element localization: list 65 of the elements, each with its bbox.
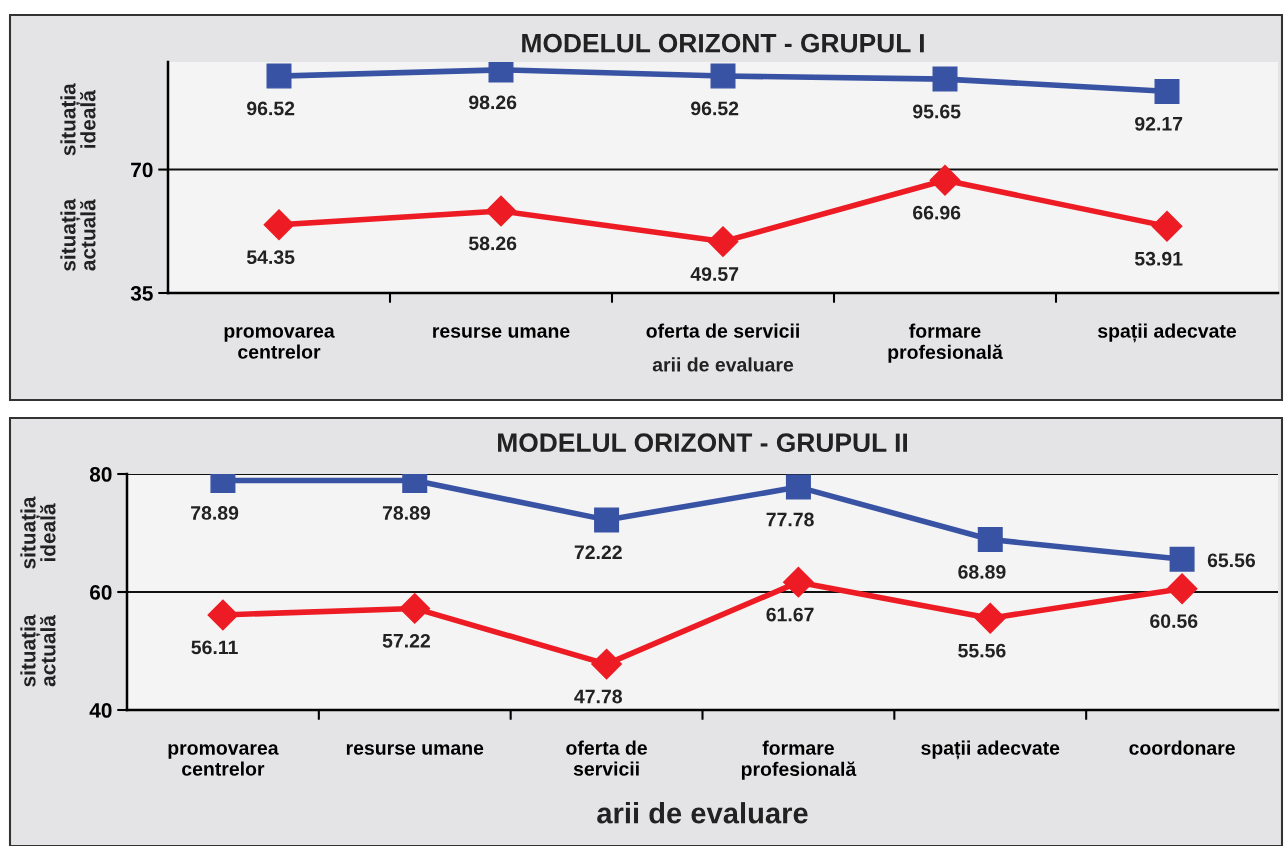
data-label: 78.89 (382, 506, 431, 520)
point (1151, 210, 1183, 242)
point (207, 599, 239, 631)
data-label: 96.52 (691, 101, 739, 116)
point (785, 474, 811, 500)
data-label: 53.91 (1134, 251, 1183, 266)
y-tick-label: 40 (89, 703, 112, 718)
point (1154, 78, 1180, 104)
chart-title: MODELUL ORIZONT - GRUPUL II (498, 433, 907, 453)
data-label: 61.67 (766, 607, 814, 622)
data-label: 60.56 (1150, 614, 1198, 628)
y-tick-label: 60 (90, 585, 112, 600)
point (263, 209, 295, 241)
y-tick-label: 70 (131, 162, 153, 178)
point (974, 602, 1006, 634)
point (591, 648, 623, 680)
data-label: 98.26 (469, 95, 517, 110)
data-label: 77.78 (766, 512, 814, 527)
x-tick-label: promovarea centrelor (224, 327, 335, 359)
data-label: 47.78 (574, 689, 622, 704)
point (399, 592, 431, 624)
data-label: 95.65 (913, 104, 961, 119)
data-label: 66.96 (913, 205, 961, 220)
data-label: 49.57 (690, 267, 739, 281)
point (977, 527, 1003, 553)
x-tick-label: resurse umane (346, 744, 484, 755)
x-tick-label: oferta de servicii (646, 323, 799, 338)
x-axis-title: arii de evaluare (597, 802, 808, 824)
data-label: 54.35 (246, 250, 295, 265)
data-label: 68.89 (958, 565, 1006, 579)
point (932, 66, 958, 92)
point (710, 63, 736, 89)
data-label: 57.22 (382, 633, 430, 648)
point (266, 63, 292, 89)
data-label: 58.26 (468, 236, 517, 251)
y-tick-label: 80 (89, 467, 112, 482)
text: situația actuală (60, 198, 96, 271)
text: situația actuală (20, 614, 56, 687)
point (782, 566, 814, 598)
data-label: 55.56 (958, 643, 1006, 658)
text: situația ideală (20, 496, 56, 569)
x-tick-label: promovarea centrelor (168, 744, 279, 776)
data-label: 72.22 (574, 545, 622, 559)
point (594, 507, 620, 533)
x-tick-label: oferta de servicii (566, 740, 647, 776)
data-label: 65.56 (1207, 553, 1256, 568)
data-label: 78.89 (191, 506, 239, 520)
chart-title: MODELUL ORIZONT - GRUPUL I (522, 33, 924, 53)
point (485, 195, 517, 227)
data-label: 92.17 (1135, 116, 1183, 131)
point (707, 226, 739, 258)
point (1166, 573, 1198, 605)
point (1169, 546, 1195, 572)
x-tick-label: formare profesională (741, 740, 857, 780)
x-tick-label: coordonare (1129, 740, 1235, 755)
text: situația ideală (60, 83, 96, 156)
x-axis-title: arii de evaluare (652, 357, 794, 372)
y-tick-label: 35 (130, 286, 153, 301)
point (929, 164, 961, 196)
data-label: 56.11 (191, 640, 238, 655)
x-tick-label: resurse umane (433, 327, 570, 338)
x-tick-label: formare profesională (888, 323, 1003, 363)
x-tick-label: spații adecvate (921, 740, 1060, 760)
data-label: 96.52 (247, 101, 295, 116)
x-tick-label: spații adecvate (1097, 323, 1237, 343)
